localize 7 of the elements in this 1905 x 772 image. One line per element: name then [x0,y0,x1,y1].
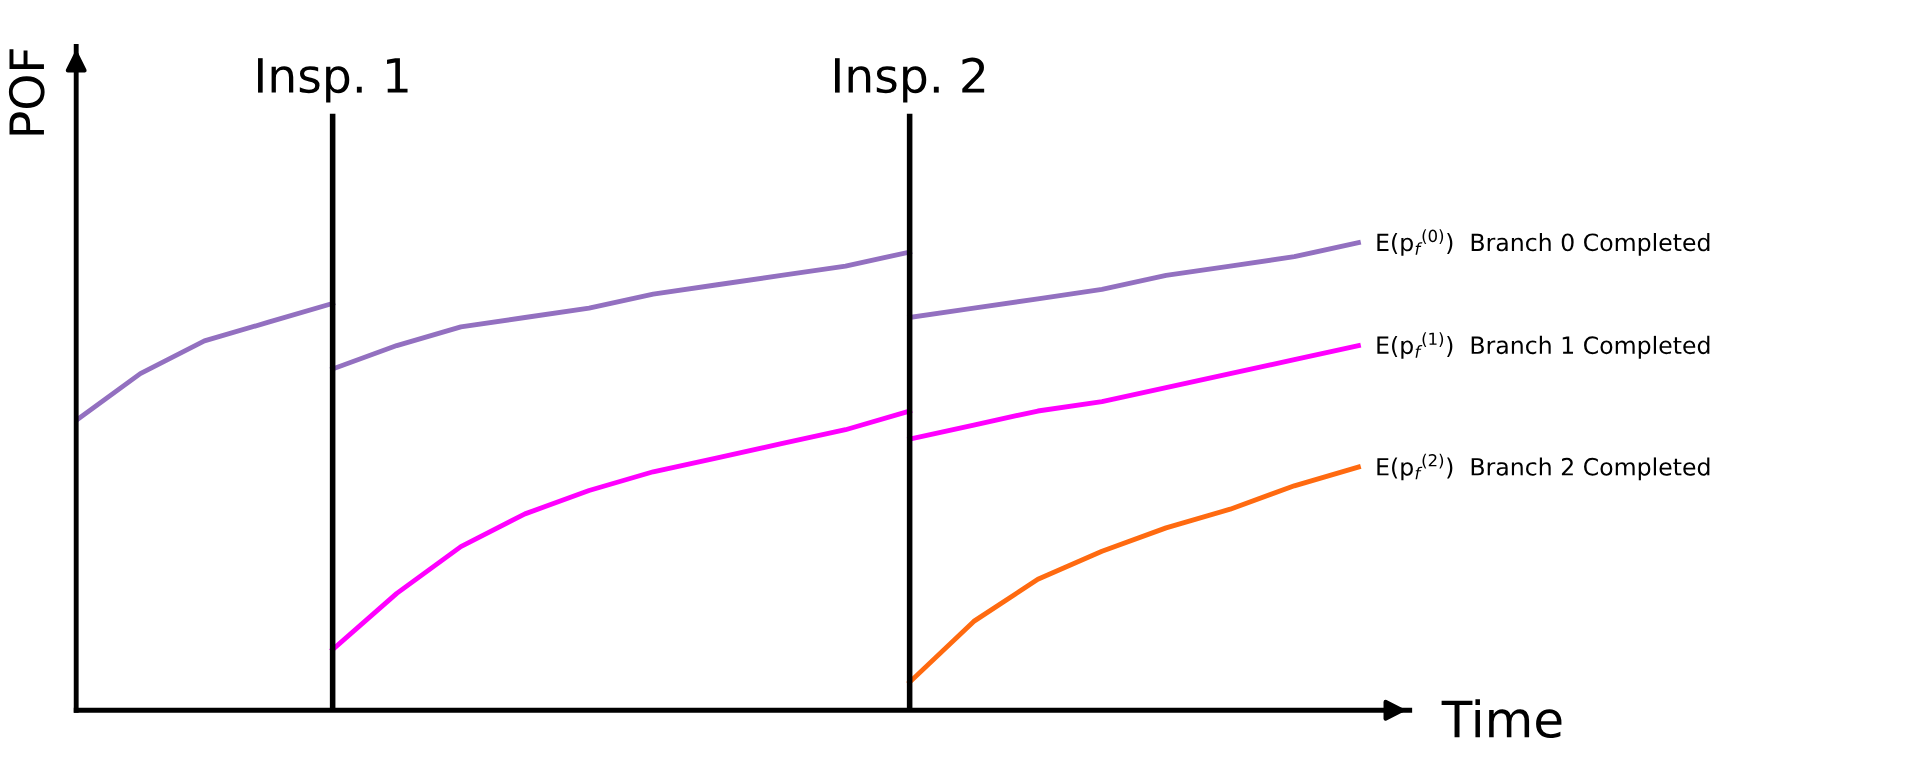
series-label: E(p$_{f}$$^{(0)}$) Branch 0 Completed [1377,229,1710,256]
text: Insp. 2 [835,57,985,103]
x-axis-title: Time [1441,699,1562,739]
series-label: E(p$_{f}$$^{(2)}$) Branch 2 Completed [1377,453,1710,481]
series-label: E(p$_{f}$$^{(1)}$) Branch 1 Completed [1377,332,1710,359]
y-axis-title: POF [8,49,45,135]
text: Insp. 1 [258,58,408,103]
